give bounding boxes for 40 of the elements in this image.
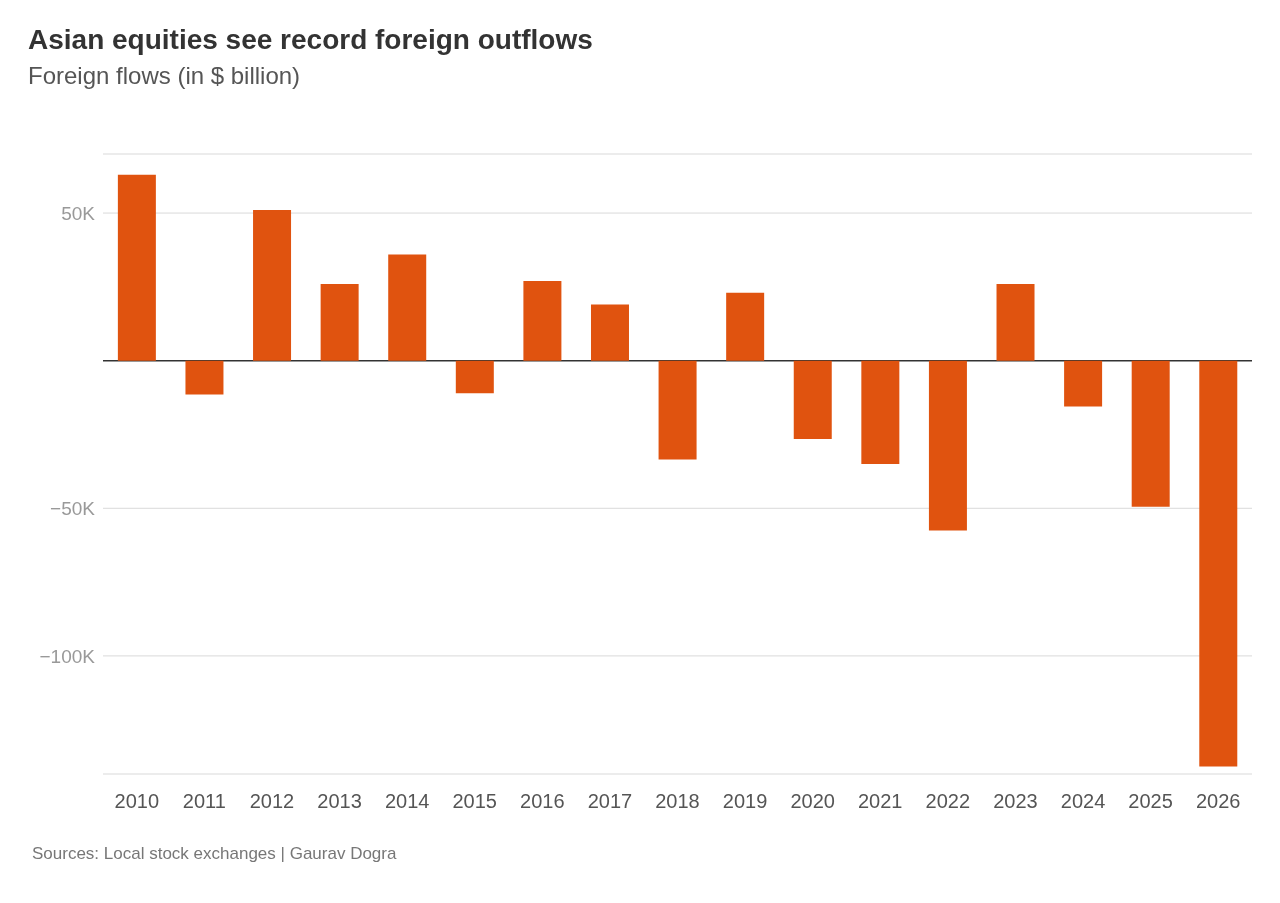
bar <box>455 360 494 394</box>
x-tick-label: 2019 <box>722 790 768 813</box>
x-tick-label: 2022 <box>925 790 971 813</box>
x-tick-label: 2016 <box>520 790 565 813</box>
y-tick-label: 50K <box>61 202 96 224</box>
bar <box>928 360 967 531</box>
x-tick-label: 2010 <box>114 790 160 813</box>
x-tick-label: 2026 <box>1195 790 1241 813</box>
x-tick-label: 2025 <box>1128 790 1173 813</box>
bar <box>185 360 224 395</box>
y-tick-label: −50K <box>50 498 96 520</box>
chart-subtitle: Foreign flows (in $ billion) <box>28 62 302 90</box>
bar <box>253 210 292 361</box>
x-tick-label: 2021 <box>858 790 903 813</box>
bar <box>1131 360 1170 507</box>
bar <box>117 174 156 361</box>
x-tick-label: 2018 <box>655 790 700 813</box>
bar <box>996 283 1035 361</box>
bar <box>1199 360 1238 767</box>
bar <box>320 283 359 361</box>
x-tick-label: 2013 <box>317 790 362 813</box>
bar <box>1064 360 1103 407</box>
bar <box>793 360 832 439</box>
bar <box>726 292 765 361</box>
source-note: Sources: Local stock exchanges | Gaurav Dogra <box>32 844 398 864</box>
x-tick-label: 2012 <box>249 790 295 813</box>
x-tick-label: 2017 <box>587 790 633 813</box>
x-tick-label: 2020 <box>790 790 835 813</box>
bar <box>388 254 427 361</box>
x-tick-label: 2023 <box>993 790 1038 813</box>
bar <box>861 360 900 464</box>
bar <box>590 304 629 361</box>
bar <box>658 360 697 460</box>
x-tick-label: 2015 <box>452 790 497 813</box>
chart-title: Asian equities see record foreign outflows <box>28 24 594 56</box>
bar <box>523 280 562 361</box>
x-tick-label: 2011 <box>182 790 226 813</box>
x-tick-label: 2014 <box>384 790 430 813</box>
y-tick-label: −100K <box>39 645 96 667</box>
x-tick-label: 2024 <box>1060 790 1106 813</box>
